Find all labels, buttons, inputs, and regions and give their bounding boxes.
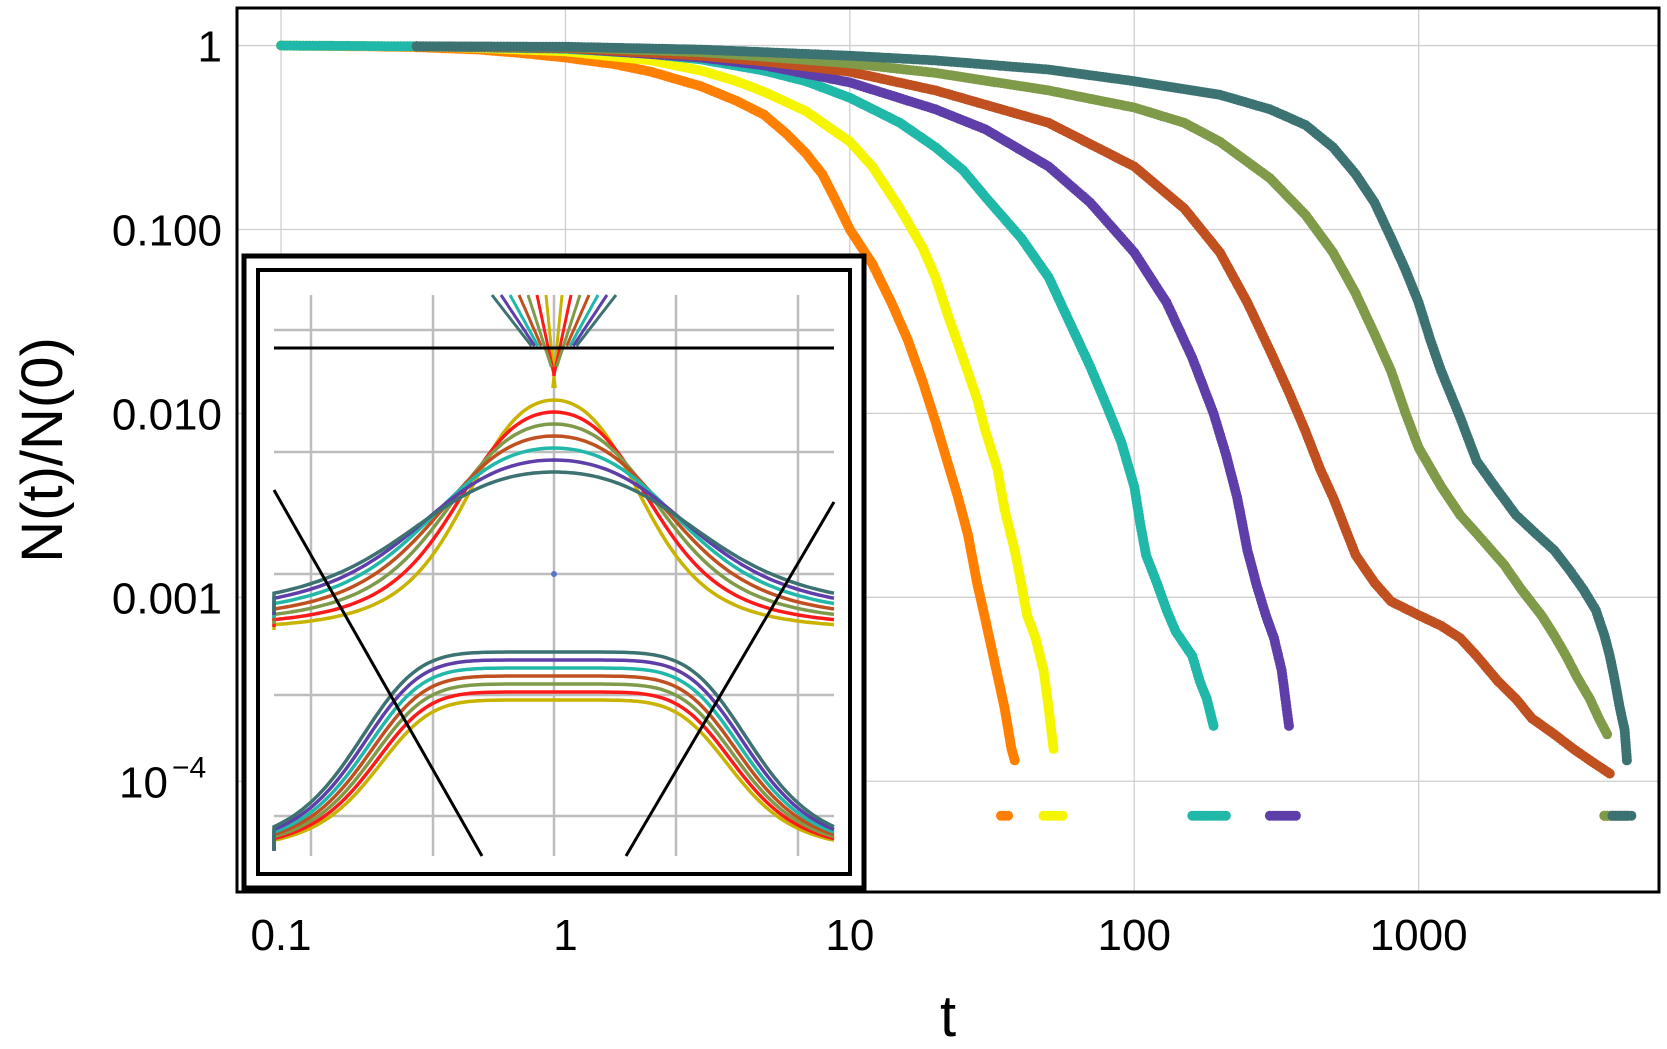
plot-frame	[235, 6, 1661, 894]
inset-upper-curve	[272, 410, 835, 627]
y-axis-title: N(t)/N(0)	[10, 337, 75, 563]
inset-grid	[274, 295, 834, 856]
inset-upper-curve	[272, 458, 835, 615]
y-tick-labels: 1 0.100 0.010 0.001 10 −4	[112, 23, 222, 808]
inset-lower-curve	[272, 666, 835, 851]
x-tick-label: 1000	[1370, 911, 1468, 960]
y-tick-label: 0.100	[112, 206, 222, 255]
inset-upper-curve	[272, 422, 835, 624]
inset-lower-curve	[272, 674, 835, 851]
x-axis-title: t	[940, 984, 956, 1049]
y-tick-label: 0.001	[112, 574, 222, 623]
x-tick-label: 100	[1098, 911, 1171, 960]
data-point	[1220, 810, 1231, 821]
inset-lower-curve	[272, 682, 835, 851]
data-points	[276, 40, 1637, 821]
inset-lower-curve	[272, 650, 835, 851]
inset-lower-curve	[272, 658, 835, 851]
inset-crossing-curve	[526, 294, 553, 368]
data-point	[1057, 810, 1068, 821]
x-tick-labels: 0.1 1 10 100 1000	[250, 911, 1467, 960]
inset-upper-curve	[272, 446, 835, 618]
inset-lower-curve	[272, 690, 835, 851]
inset-crossing-curve	[571, 294, 609, 347]
inset-diagonal-left	[272, 489, 484, 857]
data-point	[1626, 810, 1637, 821]
inset-center-dot	[551, 571, 557, 577]
inset-crossing-curve	[568, 294, 600, 347]
y-tick-label: 0.010	[112, 390, 222, 439]
inset-upper-curve	[272, 434, 835, 621]
inset-upper-curve	[272, 470, 835, 612]
series-7	[411, 41, 1637, 821]
y-tick-label: 10	[119, 758, 168, 807]
x-tick-label: 0.1	[250, 911, 311, 960]
inset-panel	[241, 253, 867, 891]
x-tick-label: 10	[825, 911, 874, 960]
data-point	[1003, 810, 1014, 821]
x-tick-label: 1	[553, 911, 577, 960]
y-tick-exponent: −4	[172, 751, 206, 784]
inset-crossing-curve	[499, 294, 537, 347]
data-point	[1208, 720, 1219, 731]
data-point	[1621, 755, 1632, 766]
inset-upper-curve	[272, 398, 835, 630]
data-point	[1604, 768, 1615, 779]
inset-lower-curve	[272, 698, 835, 851]
data-point	[1602, 729, 1613, 740]
data-point	[1009, 755, 1020, 766]
inset-crossing-curve	[575, 294, 618, 347]
inset-crossing-curve	[565, 294, 591, 347]
data-point	[1290, 810, 1301, 821]
data-point	[1048, 743, 1059, 754]
inset-crossing-curve	[555, 294, 582, 368]
data-point	[1284, 720, 1294, 731]
inset-crossing-curve	[508, 294, 540, 347]
inset-crossing-curve	[517, 294, 543, 347]
inset-curves	[272, 294, 835, 851]
inset-diagonal-right	[624, 501, 836, 857]
y-tick-label: 1	[198, 23, 222, 72]
inset-crossing-curve	[490, 294, 533, 347]
